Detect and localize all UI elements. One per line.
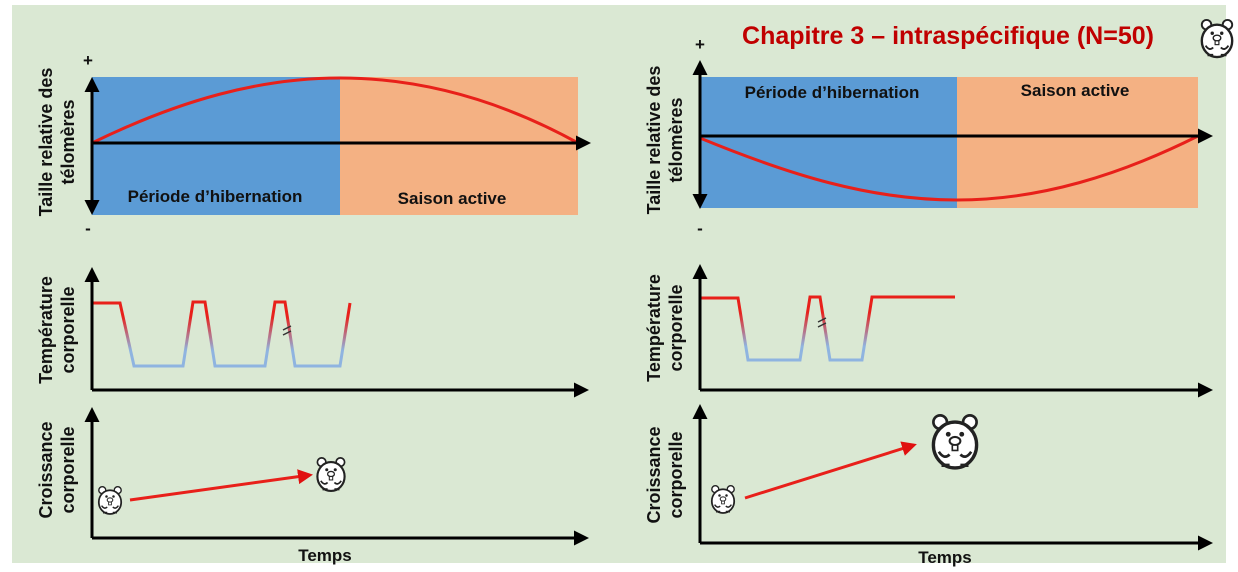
y-label: Taille relative des xyxy=(36,68,56,217)
y-label: corporelle xyxy=(666,284,686,371)
y-label: corporelle xyxy=(666,431,686,518)
y-label: télomères xyxy=(666,97,686,182)
break xyxy=(817,317,827,328)
temperature-trace xyxy=(700,295,955,362)
y-label: Température xyxy=(644,274,664,382)
marmot-title xyxy=(1200,18,1234,59)
left-panel: Période d’hibernation Saison active + - … xyxy=(36,51,591,565)
x-label: Temps xyxy=(918,548,972,567)
growth-arrow xyxy=(129,469,313,502)
y-label: corporelle xyxy=(58,286,78,373)
x-label: Temps xyxy=(298,546,352,565)
zone-label: Saison active xyxy=(1021,81,1130,100)
y-label: Taille relative des xyxy=(644,66,664,215)
growth-arrow xyxy=(744,441,917,500)
plus: + xyxy=(695,35,705,54)
y-label: Croissance xyxy=(644,426,664,523)
y-label: Croissance xyxy=(36,421,56,518)
hibernation-zone xyxy=(92,77,340,215)
y-label: télomères xyxy=(58,99,78,184)
temperature-trace xyxy=(92,300,352,368)
y-label: Température xyxy=(36,276,56,384)
zone-label: Période d’hibernation xyxy=(128,187,303,206)
marmot-small xyxy=(710,484,736,515)
hibernation-zone xyxy=(700,77,957,208)
minus: - xyxy=(85,219,91,238)
telomere-curve xyxy=(699,134,1199,202)
zone-label: Période d’hibernation xyxy=(745,83,920,102)
right-panel: Période d’hibernation Saison active + - … xyxy=(644,35,1213,567)
telomere-curve xyxy=(91,76,579,145)
active-zone xyxy=(957,77,1198,208)
zone-label: Saison active xyxy=(398,189,507,208)
y-label: corporelle xyxy=(58,426,78,513)
marmot-medium xyxy=(316,456,346,493)
title: Chapitre 3 – intraspécifique (N=50) xyxy=(742,22,1154,50)
break xyxy=(282,325,292,336)
plus: + xyxy=(83,51,93,70)
marmot-small xyxy=(97,485,123,516)
marmot-large xyxy=(931,413,979,470)
minus: - xyxy=(697,219,703,238)
active-zone xyxy=(340,77,578,215)
